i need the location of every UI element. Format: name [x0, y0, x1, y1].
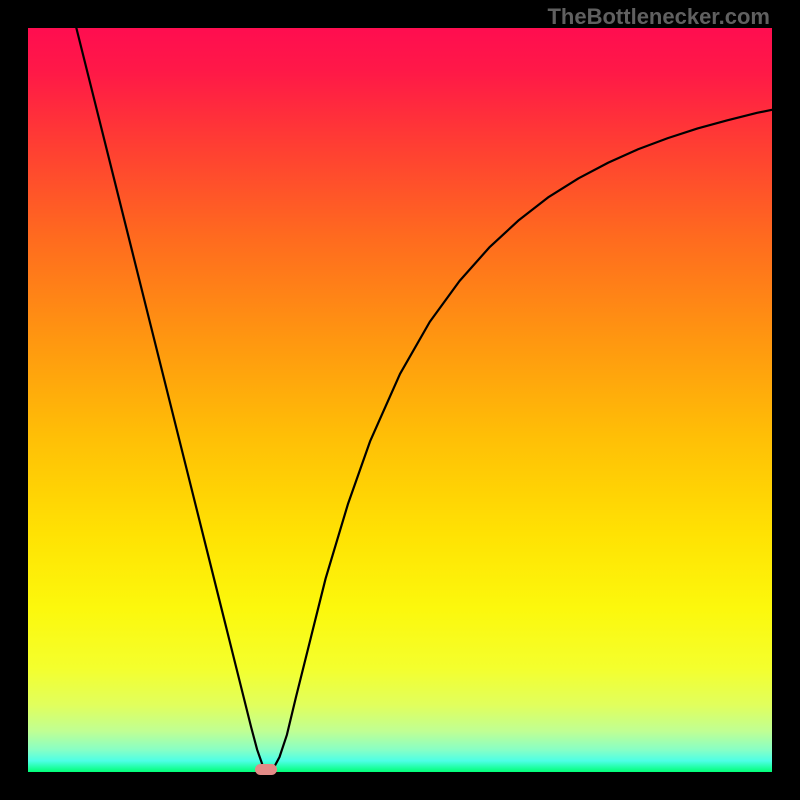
watermark-text: TheBottlenecker.com	[547, 4, 770, 30]
plot-area	[28, 28, 772, 772]
chart-container: TheBottlenecker.com	[0, 0, 800, 800]
min-marker	[255, 764, 277, 775]
